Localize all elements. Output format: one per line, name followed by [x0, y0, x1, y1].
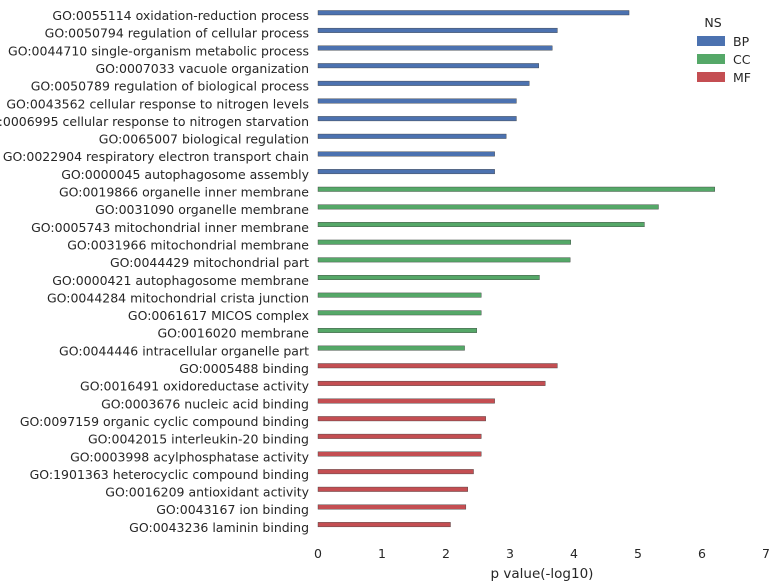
category-label: GO:0000045 autophagosome assembly [61, 167, 309, 182]
category-label: GO:0043562 cellular response to nitrogen… [6, 96, 309, 111]
category-label: GO:1901363 heterocyclic compound binding [30, 467, 309, 482]
bar-go-0031966 [317, 239, 572, 245]
category-label: GO:0016020 membrane [157, 326, 309, 341]
category-label: GO:0031090 organelle membrane [95, 202, 309, 217]
legend-label-mf: MF [733, 70, 751, 85]
bar-go-0043562 [317, 98, 517, 104]
bar-go-0006995 [317, 116, 517, 122]
bar-go-0043167 [317, 504, 467, 510]
bar-go-0003998 [317, 451, 482, 457]
category-label: GO:0031966 mitochondrial membrane [67, 237, 309, 252]
bar-go-0044446 [317, 345, 465, 351]
category-label: GO:0016209 antioxidant activity [105, 485, 309, 500]
x-tick-label: 5 [634, 546, 642, 561]
x-tick-label: 1 [378, 546, 386, 561]
bars-layer [317, 10, 715, 528]
category-label: GO:0005743 mitochondrial inner membrane [31, 220, 309, 235]
bar-go-1901363 [317, 469, 474, 475]
legend: NS BP CC MF [697, 15, 751, 85]
bar-go-0019866 [317, 186, 715, 192]
category-label: GO:0019866 organelle inner membrane [59, 185, 309, 200]
bar-go-0022904 [317, 151, 495, 157]
bar-go-0050794 [317, 27, 558, 33]
bar-go-0044429 [317, 257, 571, 263]
category-label: GO:0044446 intracellular organelle part [59, 343, 309, 358]
legend-title: NS [704, 15, 721, 30]
legend-swatch-cc [697, 54, 725, 64]
bar-go-0000045 [317, 169, 495, 175]
bar-go-0061617 [317, 310, 482, 316]
category-label: GO:0043167 ion binding [156, 502, 309, 517]
category-label: GO:0044710 single-organism metabolic pro… [8, 43, 309, 58]
bar-go-0005743 [317, 222, 645, 228]
bar-go-0005488 [317, 363, 558, 369]
category-label: GO:0050794 regulation of cellular proces… [45, 26, 309, 41]
x-tick-label: 6 [698, 546, 706, 561]
bar-go-0016491 [317, 380, 546, 386]
category-label: GO:0061617 MICOS complex [128, 308, 309, 323]
bar-go-0007033 [317, 63, 540, 69]
category-label: GO:0097159 organic cyclic compound bindi… [20, 414, 309, 429]
bar-go-0050789 [317, 80, 530, 86]
bar-go-0016209 [317, 486, 468, 492]
category-label: GO:0022904 respiratory electron transpor… [3, 149, 309, 164]
category-label: GO:0007033 vacuole organization [95, 61, 309, 76]
bar-go-0097159 [317, 416, 486, 422]
bar-go-0055114 [317, 10, 630, 16]
category-label: GO:0016491 oxidoreductase activity [80, 379, 310, 394]
category-label: GO:0044429 mitochondrial part [110, 255, 309, 270]
legend-label-bp: BP [733, 34, 750, 49]
category-label: GO:0055114 oxidation-reduction process [52, 8, 309, 23]
category-label: GO:0050789 regulation of biological proc… [31, 79, 309, 94]
category-label: GO:0043236 laminin binding [129, 520, 309, 535]
category-labels: GO:0055114 oxidation-reduction process GO… [0, 8, 310, 535]
x-tick-label: 7 [762, 546, 770, 561]
bar-go-0044710 [317, 45, 553, 51]
bar-go-0000421 [317, 275, 540, 280]
legend-swatch-bp [697, 36, 725, 46]
x-tick-label: 3 [506, 546, 514, 561]
bar-go-0042015 [317, 433, 482, 439]
bar-go-0016020 [317, 328, 477, 333]
x-axis-ticks: 0 1 2 3 4 5 6 7 [314, 546, 770, 561]
category-label: GO:0003676 nucleic acid binding [101, 396, 309, 411]
x-tick-label: 4 [570, 546, 578, 561]
category-label: GO:0044284 mitochondrial crista junction [47, 290, 309, 305]
category-label: GO:0005488 binding [179, 361, 309, 376]
bar-go-0043236 [317, 522, 451, 528]
bar-go-0044284 [317, 292, 482, 298]
bar-go-0003676 [317, 398, 495, 404]
category-label: GO:0006995 cellular response to nitrogen… [0, 114, 309, 129]
legend-swatch-mf [697, 72, 725, 82]
legend-label-cc: CC [733, 52, 751, 67]
x-tick-label: 0 [314, 546, 322, 561]
category-label: GO:0042015 interleukin-20 binding [88, 432, 309, 447]
category-label: GO:0003998 acylphosphatase activity [70, 449, 310, 464]
x-axis-label: p value(-log10) [491, 566, 594, 582]
x-tick-label: 2 [442, 546, 450, 561]
category-label: GO:0065007 biological regulation [99, 132, 309, 147]
bar-go-0065007 [317, 133, 507, 139]
bar-go-0031090 [317, 204, 659, 210]
category-label: GO:0000421 autophagosome membrane [52, 273, 309, 288]
